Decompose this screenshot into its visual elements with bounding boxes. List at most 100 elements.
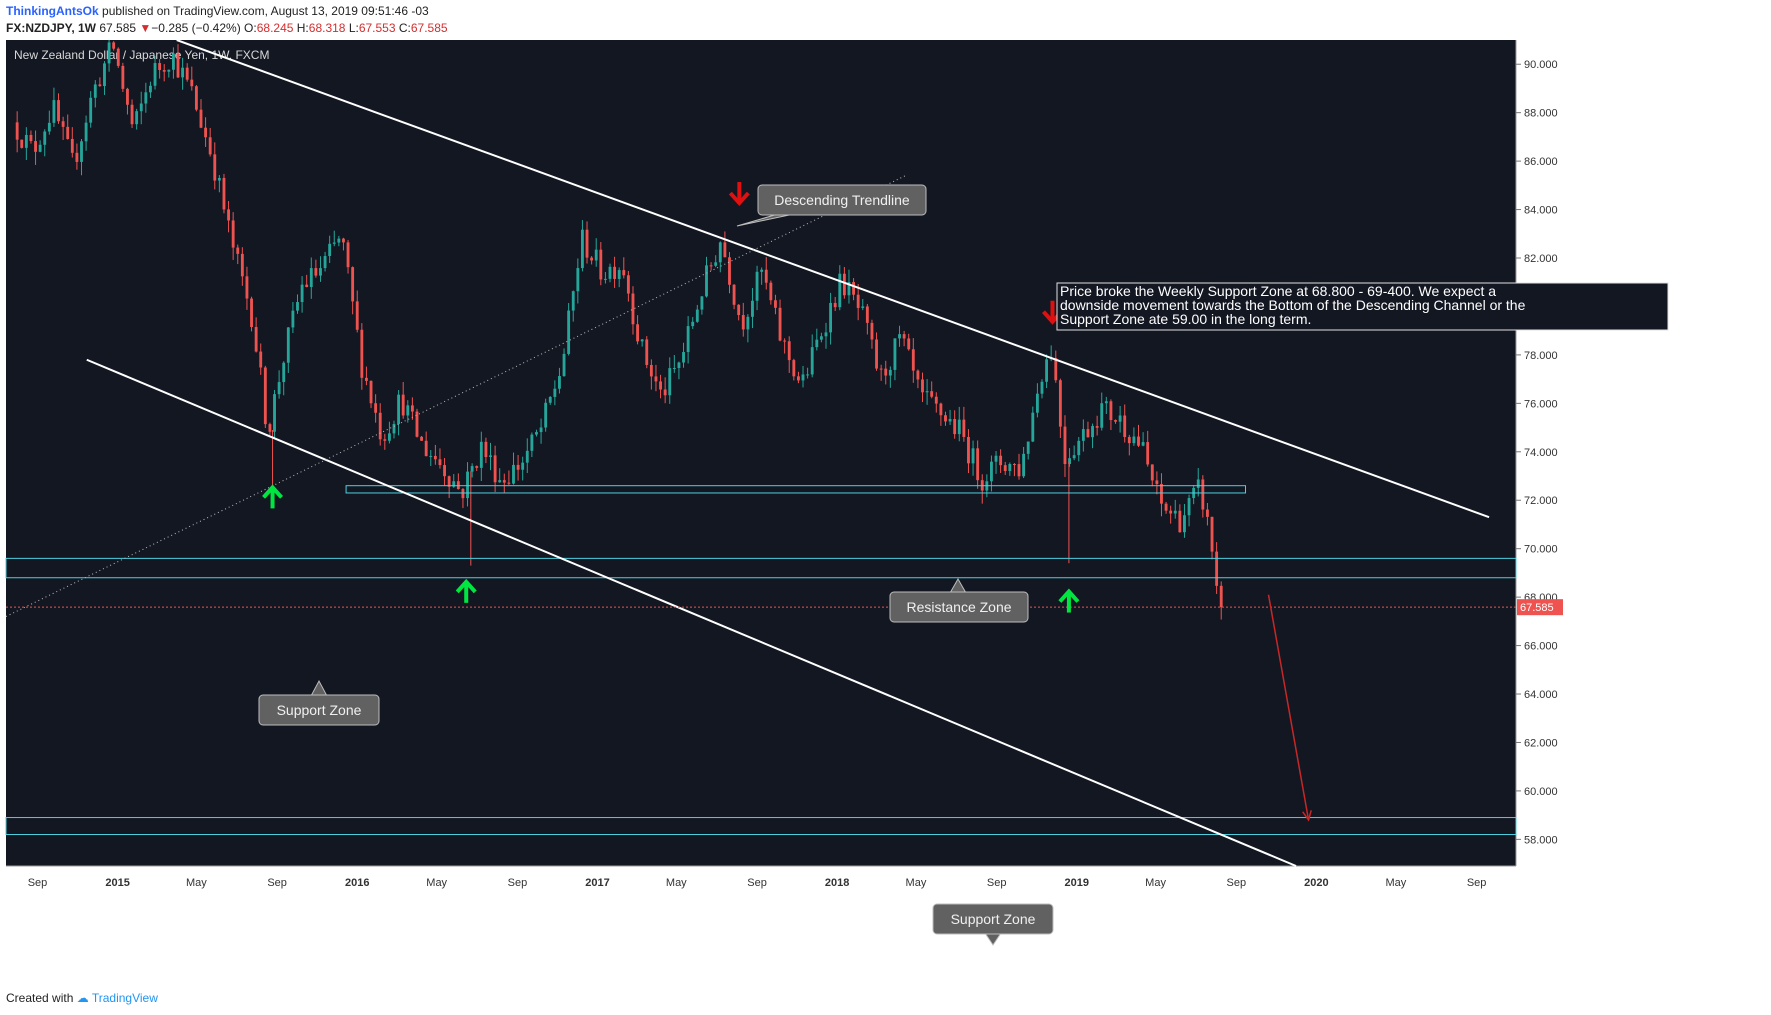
open-value: 68.245: [256, 21, 294, 35]
candle-body: [351, 267, 355, 302]
candle-body: [659, 381, 662, 390]
candle-body: [829, 302, 833, 333]
candle-body: [300, 284, 304, 303]
candle-body: [47, 122, 51, 132]
candle-body: [709, 265, 713, 267]
candle-body: [240, 253, 244, 277]
price-chart[interactable]: 90.00088.00086.00084.00082.00080.00078.0…: [0, 40, 1771, 985]
candle-body: [1035, 393, 1039, 413]
low-label: L:: [348, 21, 359, 35]
analysis-note-line: Price broke the Weekly Support Zone at 6…: [1060, 283, 1496, 299]
candle-body: [1160, 483, 1163, 504]
candle-body: [116, 48, 120, 66]
candle-body: [1109, 401, 1113, 421]
x-tick-label: 2015: [105, 877, 129, 889]
x-tick-label: Sep: [267, 877, 287, 889]
candle-body: [682, 352, 685, 363]
candle-body: [66, 126, 70, 139]
candle-body: [783, 340, 787, 342]
candle-body: [640, 339, 644, 342]
candle-body: [907, 338, 911, 350]
candle-body: [1003, 465, 1007, 472]
candle-body: [130, 104, 134, 125]
candle-body: [967, 436, 970, 464]
x-tick-label: 2017: [585, 877, 609, 889]
candle-body: [865, 306, 869, 323]
candle-body: [553, 388, 557, 397]
author-link[interactable]: ThinkingAntsOk: [6, 4, 99, 18]
candle-body: [259, 351, 263, 368]
candle-body: [1114, 420, 1117, 422]
candle-body: [571, 291, 575, 311]
candle-body: [1178, 510, 1182, 533]
candle-body: [167, 69, 171, 72]
x-tick-label: Sep: [28, 877, 48, 889]
candle-body: [112, 42, 116, 49]
candle-body: [806, 374, 810, 376]
dotted-trendline: [5, 175, 906, 617]
candle-body: [1031, 412, 1035, 442]
candle-body: [89, 97, 93, 123]
candle-body: [217, 177, 221, 181]
candle-body: [548, 396, 552, 403]
candle-body: [626, 275, 630, 294]
candle-body: [581, 229, 584, 269]
candle-body: [649, 364, 653, 377]
candle-body: [1164, 503, 1168, 511]
y-tick-label: 70.000: [1524, 544, 1558, 556]
candle-body: [728, 257, 731, 285]
candle-body: [1068, 458, 1071, 465]
candle-body: [1100, 403, 1104, 428]
candle-body: [1215, 551, 1219, 586]
candle-body: [700, 296, 704, 310]
symbol-info: FX:NZDJPY, 1W 67.585 ▼−0.285 (−0.42%) O:…: [6, 21, 448, 35]
candle-body: [1091, 426, 1094, 438]
candle-body: [1063, 426, 1067, 465]
candle-body: [1173, 510, 1177, 514]
candle-body: [502, 480, 506, 483]
candle-body: [833, 302, 837, 308]
candle-body: [1183, 515, 1186, 533]
candle-body: [838, 273, 842, 308]
candle-body: [185, 67, 189, 80]
candle-body: [1150, 464, 1154, 481]
analysis-note-line: downside movement towards the Bottom of …: [1060, 297, 1526, 313]
y-tick-label: 82.000: [1524, 253, 1558, 265]
candle-body: [741, 315, 745, 330]
price-zone: [345, 485, 1247, 494]
candle-body: [438, 459, 442, 466]
candle-body: [714, 262, 718, 266]
candle-body: [792, 360, 796, 377]
x-tick-label: May: [1145, 877, 1166, 889]
candle-body: [530, 434, 534, 451]
candle-body: [608, 266, 612, 279]
candle-body: [282, 362, 286, 383]
candle-body: [1008, 464, 1012, 472]
candle-body: [456, 481, 460, 490]
candle-body: [1026, 441, 1030, 454]
last-price-label: 67.585: [1520, 602, 1554, 614]
candle-body: [898, 334, 901, 339]
candle-body: [1081, 429, 1085, 441]
candle-body: [1201, 479, 1205, 510]
tradingview-brand[interactable]: TradingView: [91, 991, 158, 1005]
candle-body: [801, 374, 805, 381]
down-arrow-icon: ▼: [139, 21, 152, 35]
candle-body: [199, 109, 203, 128]
price-change: −0.285 (−0.42%): [151, 21, 241, 35]
candle-body: [383, 439, 387, 441]
y-tick-label: 90.000: [1524, 59, 1558, 71]
candle-body: [516, 464, 520, 470]
arrow-up-icon: [455, 578, 477, 594]
close-value: 67.585: [410, 21, 448, 35]
candle-body: [746, 316, 750, 330]
candle-body: [686, 326, 690, 353]
candle-body: [254, 327, 258, 352]
x-tick-label: Sep: [987, 877, 1007, 889]
candle-body: [369, 380, 373, 404]
candle-body: [672, 367, 676, 369]
candle-body: [1012, 464, 1016, 466]
tradingview-logo-icon[interactable]: ☁: [76, 991, 89, 1005]
candle-body: [512, 464, 515, 484]
candle-body: [842, 273, 846, 296]
